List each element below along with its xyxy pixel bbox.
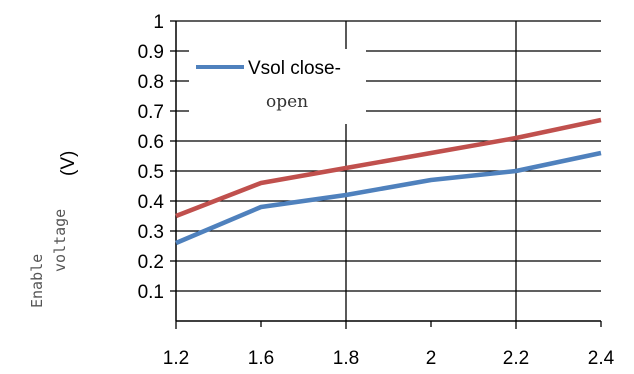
x-tick-labels: 1.2 1.6 1.8 2 2.2 2.4 (163, 348, 615, 369)
y-axis-title: Enable voltage (V) (28, 151, 79, 308)
y-tick-label: 0.4 (138, 192, 165, 213)
y-tick-label: 0.2 (138, 252, 164, 273)
y-tick-label: 0.9 (138, 42, 164, 63)
y-axis-label-voltage: voltage (51, 209, 69, 272)
series-line-2 (175, 117, 602, 219)
series-line-1 (175, 150, 602, 246)
x-tick-label: 1.8 (333, 348, 359, 369)
axes (170, 20, 602, 329)
legend-label-line2: open (266, 92, 308, 112)
y-tick-label: 0.6 (138, 132, 164, 153)
y-axis-label-enable: Enable (28, 254, 46, 308)
y-tick-labels: 1 0.9 0.8 0.7 0.6 0.5 0.4 0.3 0.2 0.1 (138, 12, 165, 303)
y-tick-label: 0.1 (138, 282, 164, 303)
legend: Vsol close- open (189, 49, 366, 124)
x-tick-label: 2 (426, 348, 437, 369)
y-tick-label: 0.5 (138, 162, 164, 183)
series-lines (175, 117, 602, 246)
x-tick-label: 2.2 (503, 348, 529, 369)
legend-label-line1: Vsol close- (248, 58, 341, 79)
x-tick-label: 1.6 (248, 348, 274, 369)
y-tick-label: 0.7 (138, 102, 164, 123)
y-axis-unit: (V) (58, 151, 79, 176)
y-tick-label: 0.8 (138, 72, 164, 93)
y-tick-label: 1 (153, 12, 164, 33)
x-tick-label: 2.4 (588, 348, 615, 369)
x-tick-label: 1.2 (163, 348, 189, 369)
y-tick-label: 0.3 (138, 222, 164, 243)
legend-box (189, 49, 366, 124)
